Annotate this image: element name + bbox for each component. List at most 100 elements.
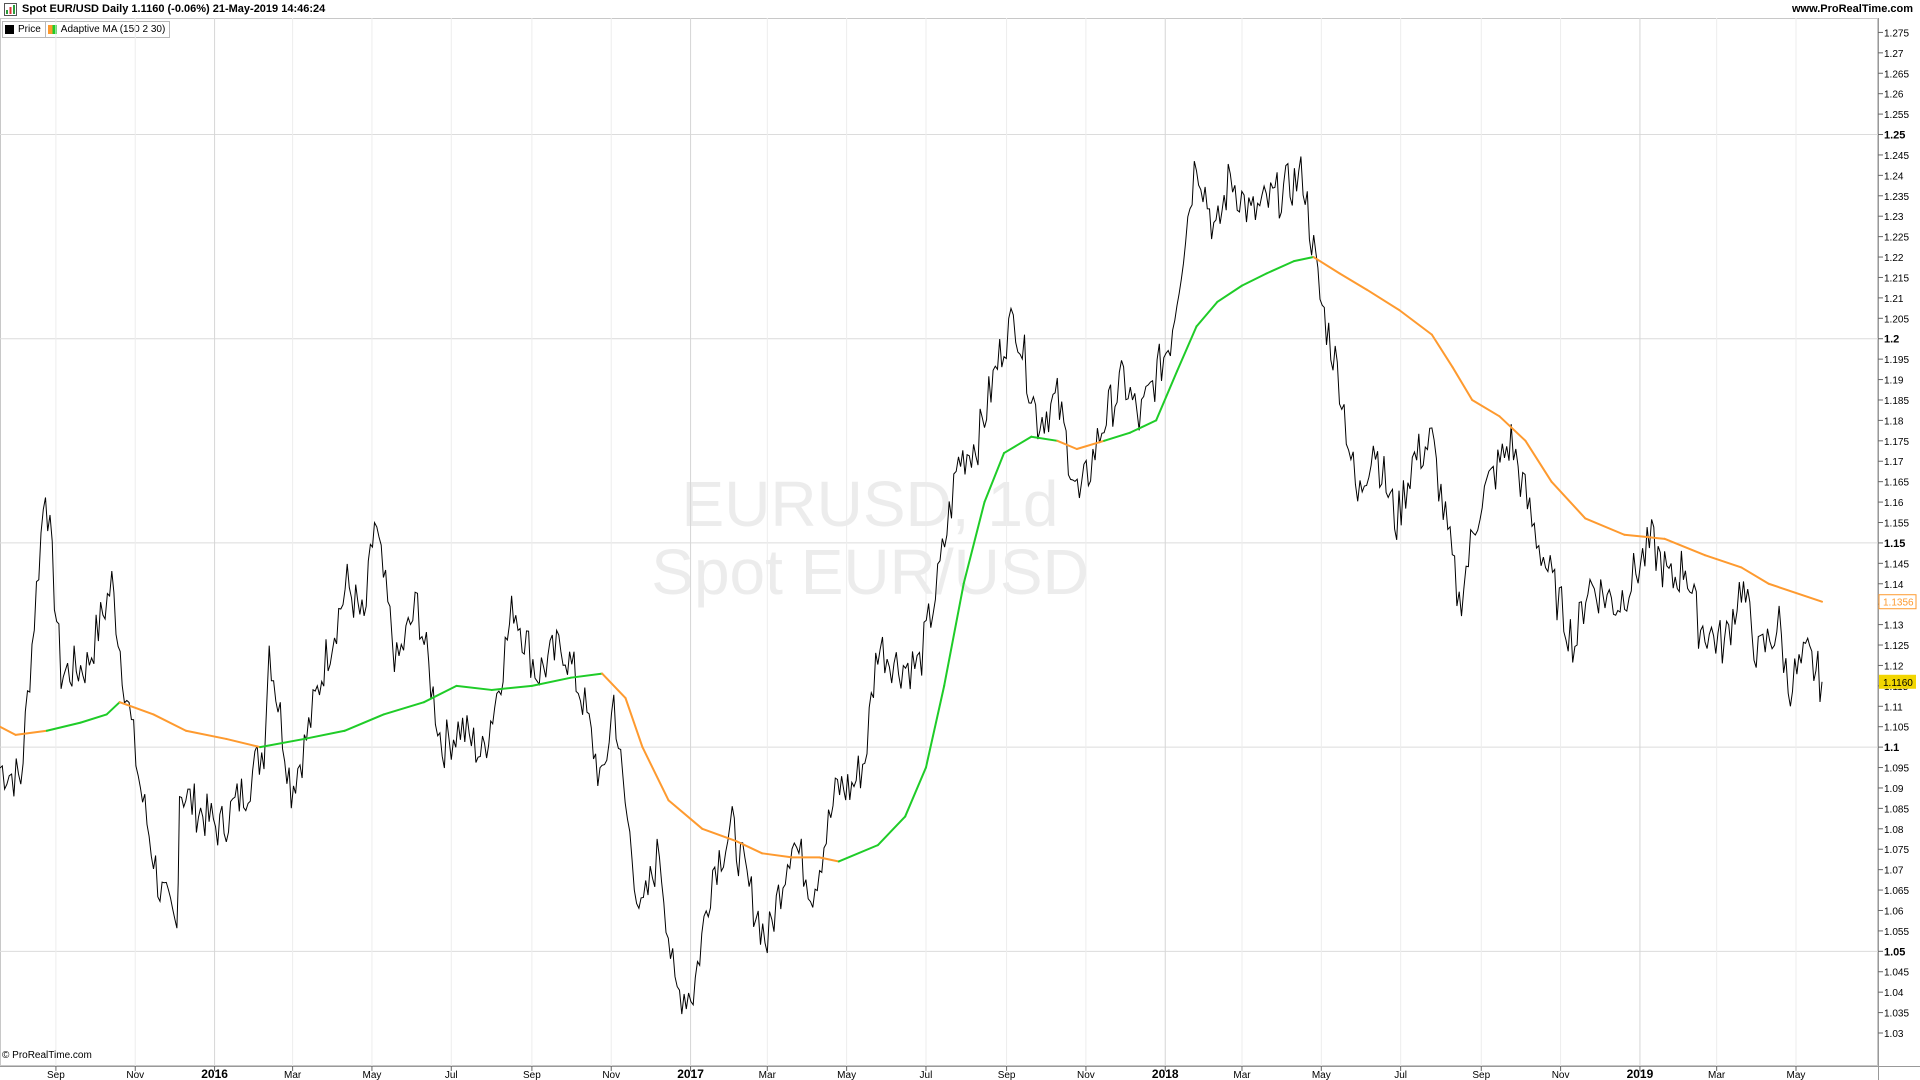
y-tick-label: 1.21 bbox=[1884, 294, 1904, 305]
ma-series-segment bbox=[14, 729, 48, 736]
y-tick-label: 1.26 bbox=[1884, 90, 1904, 101]
x-tick-label: Nov bbox=[602, 1070, 620, 1080]
x-tick-label: Sep bbox=[47, 1070, 65, 1080]
ma-series-segment bbox=[1365, 288, 1401, 312]
ma-series-segment bbox=[761, 852, 794, 859]
ma-series-segment bbox=[962, 501, 986, 585]
ma-series-segment bbox=[601, 672, 627, 700]
legend-ma-label: Adaptive MA (150 2 30) bbox=[60, 24, 166, 35]
legend-item-price[interactable]: Price bbox=[3, 22, 46, 37]
legend-price-label: Price bbox=[18, 24, 41, 35]
ma-series-segment bbox=[1767, 582, 1823, 603]
y-tick-label: 1.175 bbox=[1884, 437, 1909, 448]
ma-series-segment bbox=[983, 452, 1005, 504]
ma-series-segment bbox=[79, 713, 108, 724]
ma-series-segment bbox=[382, 701, 425, 716]
y-tick-label: 1.22 bbox=[1884, 253, 1904, 264]
ma-series-segment bbox=[455, 684, 493, 691]
ma-series-segment bbox=[225, 737, 262, 749]
ma-series-segment bbox=[1103, 431, 1132, 442]
ma-series-segment bbox=[1584, 517, 1626, 536]
x-tick-label: Mar bbox=[1708, 1070, 1726, 1080]
y-tick-label: 1.265 bbox=[1884, 69, 1909, 80]
x-tick-label: Nov bbox=[126, 1070, 144, 1080]
ma-series-segment bbox=[490, 684, 533, 691]
y-tick-label: 1.225 bbox=[1884, 233, 1909, 244]
legend-item-ma[interactable]: Adaptive MA (150 2 30) bbox=[46, 22, 170, 37]
y-tick-label: 1.185 bbox=[1884, 396, 1909, 407]
legend: Price Adaptive MA (150 2 30) bbox=[2, 21, 171, 38]
y-tick-label: 1.095 bbox=[1884, 764, 1909, 775]
ma-series-segment bbox=[1155, 370, 1178, 422]
ma-series-segment bbox=[1075, 439, 1106, 450]
y-tick-label: 1.24 bbox=[1884, 171, 1904, 182]
ma-series-segment bbox=[701, 827, 738, 843]
y-tick-label: 1.2 bbox=[1884, 334, 1899, 346]
last-price-label: 1.1160 bbox=[1883, 678, 1913, 689]
ma-value-label: 1.1356 bbox=[1883, 598, 1914, 609]
x-tick-label: May bbox=[1787, 1070, 1806, 1080]
x-tick-label: Jul bbox=[1394, 1070, 1407, 1080]
y-tick-label: 1.12 bbox=[1884, 661, 1904, 672]
x-tick-label: Sep bbox=[998, 1070, 1016, 1080]
ma-series-segment bbox=[152, 713, 187, 732]
x-tick-label: Sep bbox=[523, 1070, 541, 1080]
watermark: EURUSD, 1d Spot EUR/USD bbox=[600, 470, 1140, 606]
ma-series-segment bbox=[624, 697, 644, 749]
y-tick-label: 1.255 bbox=[1884, 110, 1909, 121]
ma-series-segment bbox=[1451, 366, 1474, 401]
x-tick-label: 2016 bbox=[201, 1067, 228, 1080]
ma-series-segment bbox=[904, 766, 927, 818]
ma-series-segment bbox=[1265, 260, 1295, 275]
ma-series-segment bbox=[735, 840, 764, 855]
chart-window-icon[interactable] bbox=[4, 3, 17, 16]
ma-series-segment bbox=[1524, 439, 1553, 483]
ma-series-segment bbox=[1398, 309, 1433, 336]
ma-series-segment bbox=[1002, 435, 1033, 455]
y-tick-label: 1.1 bbox=[1884, 742, 1899, 754]
x-tick-label: 2018 bbox=[1152, 1067, 1179, 1080]
last-price-badge bbox=[1879, 674, 1916, 689]
y-tick-label: 1.165 bbox=[1884, 478, 1909, 489]
ma-series-segment bbox=[1623, 533, 1666, 540]
ma-series-segment bbox=[837, 844, 879, 863]
ma-series-segment bbox=[1216, 284, 1243, 303]
y-tick-label: 1.045 bbox=[1884, 968, 1909, 979]
y-tick-label: 1.27 bbox=[1884, 49, 1904, 60]
price-series bbox=[0, 156, 1823, 1015]
ma-series-segment bbox=[1471, 398, 1501, 418]
ma-series-segment bbox=[1056, 439, 1078, 450]
y-tick-label: 1.04 bbox=[1884, 988, 1904, 999]
ma-series-segment bbox=[1430, 333, 1454, 369]
ma-series-segment bbox=[667, 799, 704, 830]
x-tick-label: 2017 bbox=[677, 1067, 704, 1080]
y-tick-label: 1.075 bbox=[1884, 845, 1909, 856]
ma-series-segment bbox=[0, 725, 17, 736]
x-tick-label: Mar bbox=[759, 1070, 777, 1080]
ma-series-segment bbox=[303, 729, 346, 740]
y-tick-label: 1.035 bbox=[1884, 1009, 1909, 1020]
ma-series-segment bbox=[1292, 256, 1315, 263]
site-link[interactable]: www.ProRealTime.com bbox=[1791, 3, 1913, 15]
plot-frame bbox=[0, 18, 1878, 1066]
y-tick-label: 1.205 bbox=[1884, 314, 1909, 325]
ma-series-segment bbox=[1312, 256, 1341, 275]
watermark-line2: Spot EUR/USD bbox=[651, 536, 1089, 608]
y-tick-label: 1.25 bbox=[1884, 130, 1905, 142]
ma-series-segment bbox=[1338, 272, 1368, 291]
y-tick-label: 1.155 bbox=[1884, 519, 1909, 530]
x-tick-label: May bbox=[362, 1070, 381, 1080]
ma-series-segment bbox=[1550, 480, 1587, 520]
ma-series-segment bbox=[943, 582, 965, 687]
ma-series-segment bbox=[45, 721, 82, 732]
y-tick-label: 1.19 bbox=[1884, 376, 1904, 387]
ma-series-segment bbox=[1740, 566, 1770, 585]
ma-series-segment bbox=[1240, 272, 1268, 287]
y-tick-label: 1.235 bbox=[1884, 192, 1909, 203]
y-tick-label: 1.16 bbox=[1884, 498, 1904, 509]
ma-series-segment bbox=[422, 684, 458, 704]
x-tick-label: Jul bbox=[920, 1070, 933, 1080]
y-tick-label: 1.215 bbox=[1884, 273, 1909, 284]
ma-series-segment bbox=[1129, 419, 1158, 434]
